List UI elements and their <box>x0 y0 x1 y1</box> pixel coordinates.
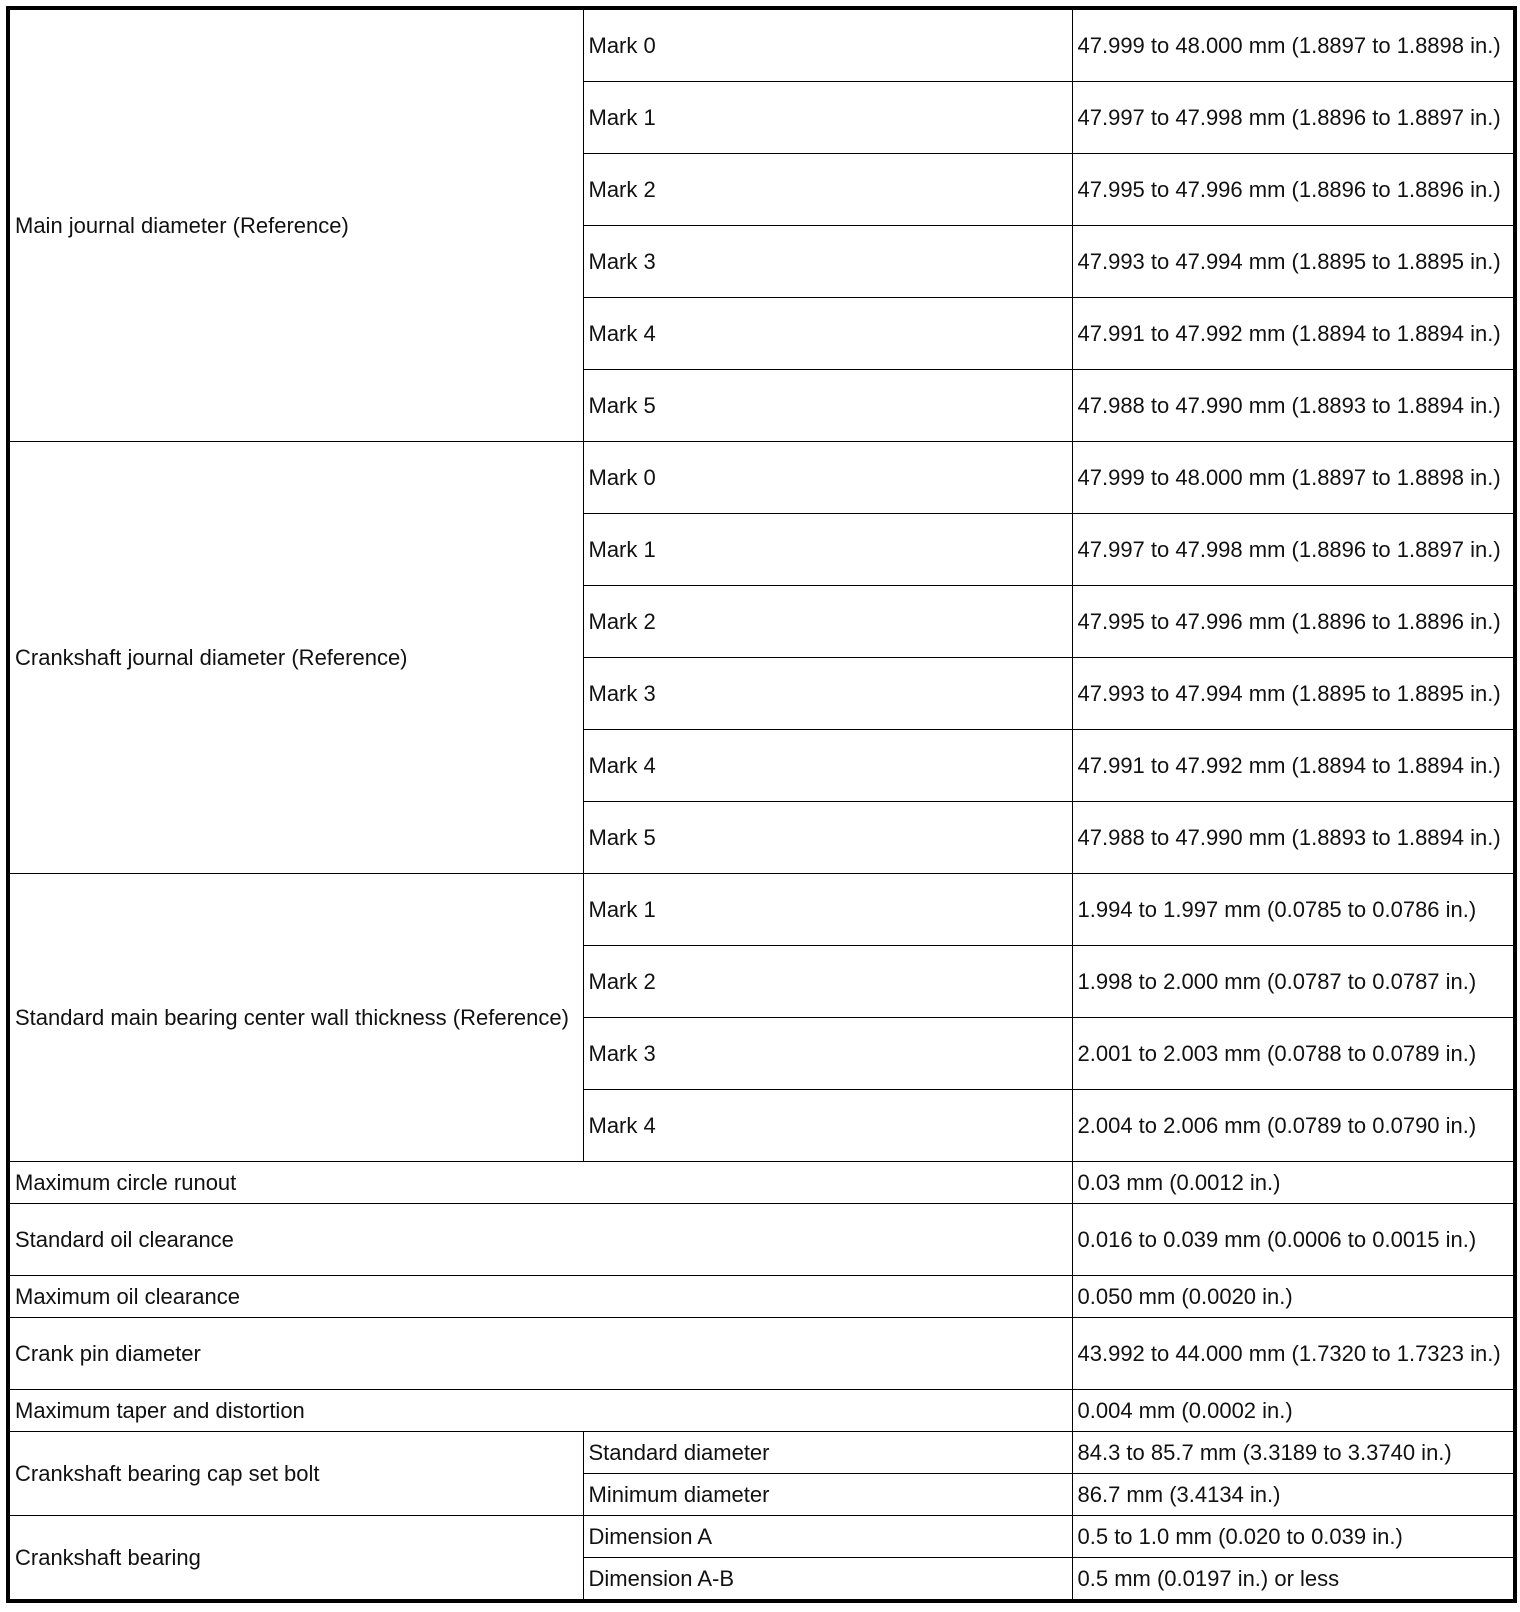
table-row: Standard main bearing center wall thickn… <box>7 873 1516 1162</box>
spec-item-label: Maximum circle runout <box>7 1161 1073 1204</box>
table-row: Mark 1 47.997 to 47.998 mm (1.8896 to 1.8… <box>8 513 1516 586</box>
spec-value: 0.03 mm (0.0012 in.) <box>1071 1161 1516 1204</box>
spec-value: 47.988 to 47.990 mm (1.8893 to 1.8894 in… <box>1071 801 1516 874</box>
spec-value: 47.988 to 47.990 mm (1.8893 to 1.8894 in… <box>1071 369 1516 442</box>
spec-value: 47.995 to 47.996 mm (1.8896 to 1.8896 in… <box>1071 153 1516 226</box>
spec-value: 47.991 to 47.992 mm (1.8894 to 1.8894 in… <box>1071 729 1516 802</box>
spec-item-label: Maximum oil clearance <box>7 1275 1073 1318</box>
spec-sub-label: Mark 2 <box>582 585 1073 658</box>
table-row: Crankshaft bearing Dimension A 0.5 to 1.0 … <box>7 1515 1516 1602</box>
spec-item-label: Crankshaft bearing cap set bolt <box>7 1431 584 1516</box>
spec-sub-label: Mark 5 <box>582 369 1073 442</box>
spec-value: 0.050 mm (0.0020 in.) <box>1071 1275 1516 1318</box>
spec-sub-label: Mark 1 <box>582 513 1073 586</box>
table-row: Mark 5 47.988 to 47.990 mm (1.8893 to 1.8… <box>8 801 1516 874</box>
spec-value: 47.995 to 47.996 mm (1.8896 to 1.8896 in… <box>1071 585 1516 658</box>
table-row: Dimension A-B 0.5 mm (0.0197 in.) or less <box>8 1557 1516 1602</box>
spec-sub-label: Mark 4 <box>582 729 1073 802</box>
table-row: Mark 3 47.993 to 47.994 mm (1.8895 to 1.8… <box>8 657 1516 730</box>
spec-sub-label: Mark 2 <box>582 945 1073 1018</box>
table-row: Maximum circle runout 0.03 mm (0.0012 in.… <box>7 1161 1516 1204</box>
table-row: Mark 1 47.997 to 47.998 mm (1.8896 to 1.8… <box>8 81 1516 154</box>
spec-value: 0.004 mm (0.0002 in.) <box>1071 1389 1516 1432</box>
table-row: Mark 4 47.991 to 47.992 mm (1.8894 to 1.8… <box>8 729 1516 802</box>
spec-sub-label: Mark 1 <box>582 873 1073 946</box>
spec-item-label: Standard oil clearance <box>7 1203 1073 1276</box>
table-row: Mark 3 47.993 to 47.994 mm (1.8895 to 1.8… <box>8 225 1516 298</box>
spec-value: 84.3 to 85.7 mm (3.3189 to 3.3740 in.) <box>1071 1431 1516 1474</box>
spec-value: 47.997 to 47.998 mm (1.8896 to 1.8897 in… <box>1071 513 1516 586</box>
spec-value: 47.997 to 47.998 mm (1.8896 to 1.8897 in… <box>1071 81 1516 154</box>
table-row: Standard oil clearance 0.016 to 0.039 mm … <box>7 1203 1516 1276</box>
table-row: Mark 5 47.988 to 47.990 mm (1.8893 to 1.8… <box>8 369 1516 442</box>
spec-sub-label: Mark 1 <box>582 81 1073 154</box>
spec-value: 47.993 to 47.994 mm (1.8895 to 1.8895 in… <box>1071 225 1516 298</box>
spec-item-label: Crankshaft journal diameter (Reference) <box>7 441 584 874</box>
spec-value: 47.991 to 47.992 mm (1.8894 to 1.8894 in… <box>1071 297 1516 370</box>
spec-value: 0.016 to 0.039 mm (0.0006 to 0.0015 in.) <box>1071 1203 1516 1276</box>
spec-sub-label: Mark 2 <box>582 153 1073 226</box>
spec-sub-label: Mark 3 <box>582 225 1073 298</box>
table-row: Mark 3 2.001 to 2.003 mm (0.0788 to 0.078… <box>8 1017 1516 1090</box>
spec-sub-label: Minimum diameter <box>582 1473 1073 1516</box>
spec-item-label: Crank pin diameter <box>7 1317 1073 1390</box>
spec-item-label: Maximum taper and distortion <box>7 1389 1073 1432</box>
spec-sub-label: Mark 3 <box>582 657 1073 730</box>
spec-value: 47.999 to 48.000 mm (1.8897 to 1.8898 in… <box>1071 7 1516 82</box>
spec-value: 0.5 to 1.0 mm (0.020 to 0.039 in.) <box>1071 1515 1516 1558</box>
spec-value: 1.998 to 2.000 mm (0.0787 to 0.0787 in.) <box>1071 945 1516 1018</box>
table-row: Minimum diameter 86.7 mm (3.4134 in.) <box>8 1473 1516 1516</box>
spec-value: 2.001 to 2.003 mm (0.0788 to 0.0789 in.) <box>1071 1017 1516 1090</box>
spec-sub-label: Mark 4 <box>582 1089 1073 1162</box>
spec-item-label: Crankshaft bearing <box>7 1515 584 1602</box>
spec-sub-label: Mark 4 <box>582 297 1073 370</box>
spec-value: 86.7 mm (3.4134 in.) <box>1071 1473 1516 1516</box>
table-row: Crank pin diameter 43.992 to 44.000 mm (1… <box>7 1317 1516 1390</box>
spec-value: 43.992 to 44.000 mm (1.7320 to 1.7323 in… <box>1071 1317 1516 1390</box>
spec-value: 1.994 to 1.997 mm (0.0785 to 0.0786 in.) <box>1071 873 1516 946</box>
spec-sub-label: Dimension A-B <box>582 1557 1073 1602</box>
spec-item-label: Main journal diameter (Reference) <box>7 7 584 442</box>
table-row: Maximum taper and distortion 0.004 mm (0.… <box>7 1389 1516 1432</box>
spec-sub-label: Dimension A <box>582 1515 1073 1558</box>
spec-sub-label: Standard diameter <box>582 1431 1073 1474</box>
table-row: Crankshaft journal diameter (Reference) M… <box>7 441 1516 874</box>
table-row: Mark 4 2.004 to 2.006 mm (0.0789 to 0.079… <box>8 1089 1516 1162</box>
spec-item-label: Standard main bearing center wall thickn… <box>7 873 584 1162</box>
spec-value: 47.999 to 48.000 mm (1.8897 to 1.8898 in… <box>1071 441 1516 514</box>
table-row: Mark 2 1.998 to 2.000 mm (0.0787 to 0.078… <box>8 945 1516 1018</box>
spec-sub-label: Mark 0 <box>582 7 1073 82</box>
spec-sub-label: Mark 0 <box>582 441 1073 514</box>
spec-value: 47.993 to 47.994 mm (1.8895 to 1.8895 in… <box>1071 657 1516 730</box>
table-row: Crankshaft bearing cap set bolt Standard … <box>7 1431 1516 1516</box>
spec-value: 0.5 mm (0.0197 in.) or less <box>1071 1557 1516 1602</box>
table-row: Maximum oil clearance 0.050 mm (0.0020 in… <box>7 1275 1516 1318</box>
spec-sub-label: Mark 3 <box>582 1017 1073 1090</box>
table-row: Mark 2 47.995 to 47.996 mm (1.8896 to 1.8… <box>8 585 1516 658</box>
spec-value: 2.004 to 2.006 mm (0.0789 to 0.0790 in.) <box>1071 1089 1516 1162</box>
spec-sub-label: Mark 5 <box>582 801 1073 874</box>
